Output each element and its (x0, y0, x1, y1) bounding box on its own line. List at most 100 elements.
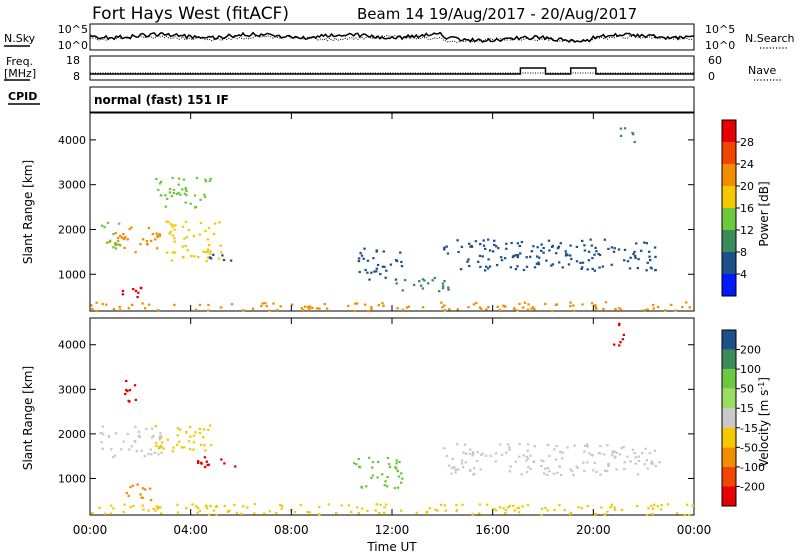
scatter-cell (536, 246, 539, 249)
scatter-cell (357, 257, 361, 260)
colorbar-swatch (722, 120, 736, 142)
scatter-cell (347, 504, 351, 507)
scatter-cell (399, 472, 403, 475)
scatter-cell (119, 448, 123, 451)
scatter-cell (634, 456, 637, 459)
scatter-cell (469, 469, 472, 473)
scatter-cell (645, 459, 648, 462)
scatter-cell (235, 511, 239, 515)
scatter-cell (206, 463, 209, 467)
scatter-cell (540, 464, 543, 468)
scatter-cell (191, 503, 194, 506)
scatter-cell (653, 503, 656, 506)
x-tick-label: 12:00 (375, 523, 410, 537)
scatter-cell (561, 457, 564, 460)
scatter-cell (106, 221, 110, 224)
scatter-cell (173, 237, 176, 240)
scatter-cell (654, 269, 657, 272)
scatter-cell (131, 288, 135, 291)
scatter-cell (146, 243, 149, 246)
scatter-cell (195, 505, 198, 508)
scatter-cell (520, 240, 524, 244)
scatter-cell (132, 504, 135, 508)
scatter-cell (168, 191, 172, 194)
scatter-cell (418, 280, 421, 283)
scatter-cell (206, 309, 210, 312)
scatter-cell (652, 307, 655, 310)
scatter-cell (426, 510, 429, 513)
scatter-cell (603, 238, 606, 241)
velocity-y-axis: 1000 2000 3000 4000 (58, 339, 694, 485)
scatter-cell (504, 305, 507, 308)
scatter-cell (203, 456, 207, 459)
scatter-cell (202, 250, 205, 253)
scatter-cell (307, 308, 310, 312)
scatter-cell (505, 242, 508, 245)
scatter-cell (581, 261, 585, 264)
scatter-cell (589, 238, 592, 241)
scatter-cell (471, 451, 475, 454)
scatter-cell (360, 254, 364, 257)
scatter-cell (148, 487, 152, 490)
scatter-cell (495, 452, 498, 455)
scatter-cell (618, 322, 621, 325)
freq-label-line1: Freq. (6, 55, 33, 68)
scatter-cell (212, 233, 216, 236)
scatter-cell (141, 487, 145, 490)
scatter-cell (318, 506, 321, 509)
scatter-cell (598, 253, 602, 257)
scatter-cell (559, 473, 563, 476)
scatter-cell (134, 425, 137, 428)
scatter-cell (137, 430, 141, 433)
scatter-cell (137, 434, 141, 437)
scatter-cell (606, 444, 609, 447)
scatter-cell (631, 131, 634, 135)
scatter-cell (441, 282, 445, 285)
scatter-cell (226, 510, 230, 513)
scatter-cell (488, 249, 492, 252)
scatter-cell (533, 445, 536, 448)
scatter-cell (95, 309, 98, 313)
scatter-cell (640, 249, 643, 252)
scatter-cell (128, 227, 131, 231)
scatter-cell (280, 507, 283, 510)
scatter-cell (208, 256, 212, 259)
scatter-cell (177, 191, 180, 194)
scatter-cell (423, 279, 426, 282)
scatter-cell (675, 512, 679, 515)
scatter-cell (318, 307, 321, 310)
scatter-cell (181, 255, 185, 258)
scatter-cell (152, 434, 155, 438)
scatter-cell (137, 291, 140, 294)
scatter-cell (611, 450, 614, 453)
scatter-cell (112, 308, 116, 311)
scatter-cell (370, 306, 373, 309)
scatter-cell (116, 239, 120, 242)
scatter-cell (316, 307, 319, 310)
scatter-cell (511, 256, 515, 259)
scatter-cell (139, 493, 142, 496)
scatter-cell (569, 468, 572, 471)
scatter-cell (474, 240, 478, 243)
scatter-cell (129, 506, 132, 509)
scatter-cell (447, 464, 451, 467)
colorbar-tick-label: 15 (740, 402, 754, 415)
scatter-cell (395, 282, 398, 285)
scatter-cell (318, 513, 321, 516)
scatter-cell (478, 503, 481, 506)
scatter-cell (367, 310, 370, 313)
scatter-cell (464, 452, 468, 455)
scatter-cell (516, 253, 520, 257)
scatter-cell (215, 505, 218, 508)
scatter-cell (203, 195, 207, 198)
scatter-cell (522, 268, 526, 272)
scatter-cell (192, 434, 196, 437)
scatter-cell (454, 468, 457, 471)
colorbar-swatch (722, 466, 736, 487)
scatter-cell (546, 467, 550, 470)
scatter-cell (384, 276, 387, 279)
scatter-cell (141, 504, 144, 507)
y-tick-label: 3000 (58, 383, 86, 396)
scatter-cell (626, 455, 629, 458)
